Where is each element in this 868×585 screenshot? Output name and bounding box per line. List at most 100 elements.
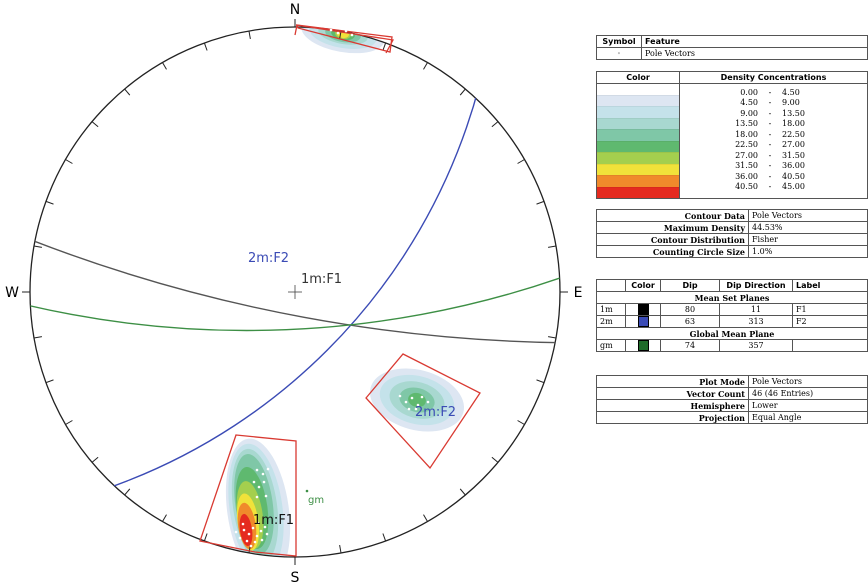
- set-label: F2: [792, 315, 868, 328]
- contour-table: Contour Data Pole Vectors Maximum Density…: [596, 209, 868, 258]
- pole-point: [257, 485, 261, 489]
- pole-point: [247, 532, 251, 536]
- sets-dipdir-header: Dip Direction: [719, 279, 793, 292]
- azimuth-tick: [517, 420, 525, 425]
- pole-point: [350, 33, 354, 37]
- azimuth-tick: [339, 545, 342, 554]
- azimuth-tick: [423, 62, 428, 70]
- projection-value: Equal Angle: [748, 411, 868, 424]
- density-to: 31.50: [782, 150, 805, 160]
- window-north-edge: [295, 24, 395, 54]
- density-to: 45.00: [782, 182, 805, 191]
- color-header: Color: [596, 71, 680, 84]
- azimuth-tick: [45, 200, 54, 205]
- azimuth-tick: [33, 245, 42, 248]
- pole-point: [255, 495, 259, 499]
- azimuth-tick: [382, 42, 387, 51]
- stereonet-plot: N S W E 2m:F2 1m:F1 2m:F2 1m:F1 gm: [5, 2, 582, 585]
- density-contours: [225, 27, 465, 557]
- density-sep: -: [768, 129, 772, 139]
- window-north: [294, 24, 393, 53]
- density-to: 18.00: [782, 119, 805, 128]
- pole-point: [262, 480, 266, 484]
- density-contour: [239, 513, 253, 547]
- global-id: gm: [596, 339, 626, 352]
- pole-point: [266, 467, 270, 471]
- contour-data-value: Pole Vectors: [748, 209, 868, 222]
- azimuth-tick: [459, 488, 466, 496]
- symbol-header: Symbol: [596, 35, 642, 48]
- azimuth-tick: [203, 42, 208, 51]
- pole-point: [414, 407, 418, 411]
- feature-value: Pole Vectors: [641, 47, 868, 60]
- label-1m-f1-pole: 1m:F1: [253, 513, 294, 528]
- set-windows: [199, 24, 481, 557]
- azimuth-tick: [491, 456, 499, 463]
- density-swatch: [597, 186, 679, 198]
- compass-west: W: [5, 285, 19, 301]
- density-swatch: [597, 163, 679, 175]
- pole-point: [255, 534, 259, 538]
- azimuth-tick: [45, 379, 54, 384]
- density-range: 18.00-22.50: [680, 129, 867, 142]
- density-ranges: 0.00-4.50 4.50-9.00 9.00-13.50 13.50-18.00 1…: [679, 83, 868, 199]
- azimuth-tick: [91, 456, 99, 463]
- pole-vector-symbol: •: [596, 47, 642, 60]
- set-dipdir: 313: [719, 315, 793, 328]
- azimuth-tick: [491, 121, 499, 128]
- plot-mode-label: Plot Mode: [596, 375, 749, 388]
- pole-point: [259, 529, 263, 533]
- window-f1: [199, 434, 297, 557]
- density-sep: -: [768, 140, 772, 149]
- pole-point: [245, 539, 249, 543]
- density-sep: -: [768, 171, 772, 181]
- pole-point: [410, 396, 414, 400]
- contour-dist-label: Contour Distribution: [596, 233, 749, 246]
- pole-point: [241, 522, 245, 526]
- set-dip: 63: [660, 315, 720, 328]
- pole-point: [249, 544, 253, 548]
- pole-point: [265, 532, 269, 536]
- density-from: 0.00: [740, 87, 758, 97]
- set-row: 2m 63 313 F2: [596, 315, 868, 328]
- set-id: 1m: [596, 303, 626, 316]
- azimuth-tick: [162, 62, 167, 70]
- density-swatch: [597, 152, 679, 164]
- density-sep: -: [768, 161, 772, 170]
- feature-table: Symbol Feature • Pole Vectors: [596, 35, 868, 60]
- density-range: 13.50 - 18.00: [680, 120, 867, 131]
- max-density-label: Maximum Density: [596, 221, 749, 234]
- pole-point: [407, 407, 411, 411]
- density-sep: -: [768, 98, 772, 107]
- density-range: 36.00-40.50: [680, 171, 867, 184]
- contour-data-label: Contour Data: [596, 209, 749, 222]
- pole-point: [253, 540, 257, 544]
- global-color: [625, 339, 661, 352]
- hemisphere-label: Hemisphere: [596, 399, 749, 412]
- density-range: 22.50 - 27.00: [680, 141, 867, 152]
- density-swatch: [597, 84, 679, 95]
- density-legend: Color Density Concentrations 0.00-4.50 4.5…: [596, 71, 868, 199]
- azimuth-tick: [548, 336, 557, 339]
- pole-point: [263, 525, 267, 529]
- density-to: 36.00: [782, 161, 805, 170]
- label-2m-f2-pole: 2m:F2: [415, 405, 456, 420]
- hemisphere-value: Lower: [748, 399, 868, 412]
- density-swatch: [597, 129, 679, 141]
- pole-point: [238, 536, 242, 540]
- density-swatch: [597, 175, 679, 187]
- plot-mode-value: Pole Vectors: [748, 375, 868, 388]
- azimuth-tick: [65, 159, 73, 164]
- feature-header: Feature: [641, 35, 868, 48]
- set-dip: 80: [660, 303, 720, 316]
- pole-point: [252, 480, 256, 484]
- sets-color-header: Color: [625, 279, 661, 292]
- density-from: 40.50: [735, 182, 758, 191]
- set-color: [625, 303, 661, 316]
- density-swatch: [597, 94, 679, 106]
- label-gm-pole: gm: [308, 495, 324, 506]
- pole-points: [234, 28, 430, 548]
- density-from: 9.00: [740, 108, 758, 118]
- plot-labels: N S W E 2m:F2 1m:F1 2m:F2 1m:F1 gm: [5, 2, 582, 585]
- azimuth-tick: [203, 533, 208, 542]
